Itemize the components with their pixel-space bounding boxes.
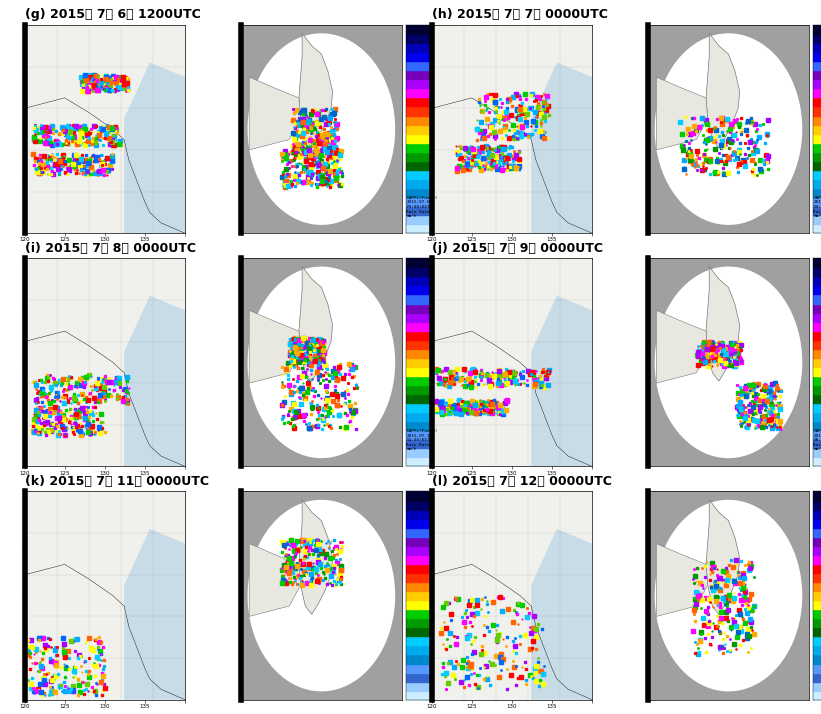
Polygon shape (706, 500, 740, 614)
Polygon shape (248, 34, 395, 225)
Polygon shape (656, 311, 708, 383)
Polygon shape (706, 34, 740, 148)
Text: (j) 2015년 7월 9일 0000UTC: (j) 2015년 7월 9일 0000UTC (432, 241, 603, 255)
Polygon shape (25, 258, 185, 466)
Polygon shape (248, 500, 395, 691)
Polygon shape (124, 296, 185, 466)
Polygon shape (25, 25, 185, 233)
Polygon shape (250, 77, 300, 150)
Polygon shape (25, 491, 185, 700)
Polygon shape (124, 63, 185, 233)
Text: (i) 2015년 7월 8일 0000UTC: (i) 2015년 7월 8일 0000UTC (25, 241, 195, 255)
Text: (h) 2015년 7월 7일 0000UTC: (h) 2015년 7월 7일 0000UTC (432, 9, 608, 21)
Polygon shape (124, 529, 185, 700)
Polygon shape (432, 25, 592, 233)
Polygon shape (432, 258, 592, 466)
Text: (l) 2015년 7월 12일 0000UTC: (l) 2015년 7월 12일 0000UTC (432, 475, 612, 488)
Polygon shape (248, 266, 395, 458)
Polygon shape (299, 34, 333, 148)
Polygon shape (654, 500, 802, 691)
Polygon shape (299, 266, 333, 381)
Polygon shape (656, 77, 708, 150)
Polygon shape (432, 491, 592, 700)
Polygon shape (531, 529, 592, 700)
Text: (g) 2015년 7월 6일 1200UTC: (g) 2015년 7월 6일 1200UTC (25, 9, 200, 21)
Polygon shape (654, 266, 802, 458)
Polygon shape (250, 543, 300, 616)
Polygon shape (531, 63, 592, 233)
Polygon shape (706, 266, 740, 381)
Polygon shape (299, 500, 333, 614)
Polygon shape (654, 34, 802, 225)
Polygon shape (250, 311, 300, 383)
Polygon shape (656, 543, 708, 616)
Polygon shape (531, 296, 592, 466)
Text: (k) 2015년 7월 11일 0000UTC: (k) 2015년 7월 11일 0000UTC (25, 475, 209, 488)
